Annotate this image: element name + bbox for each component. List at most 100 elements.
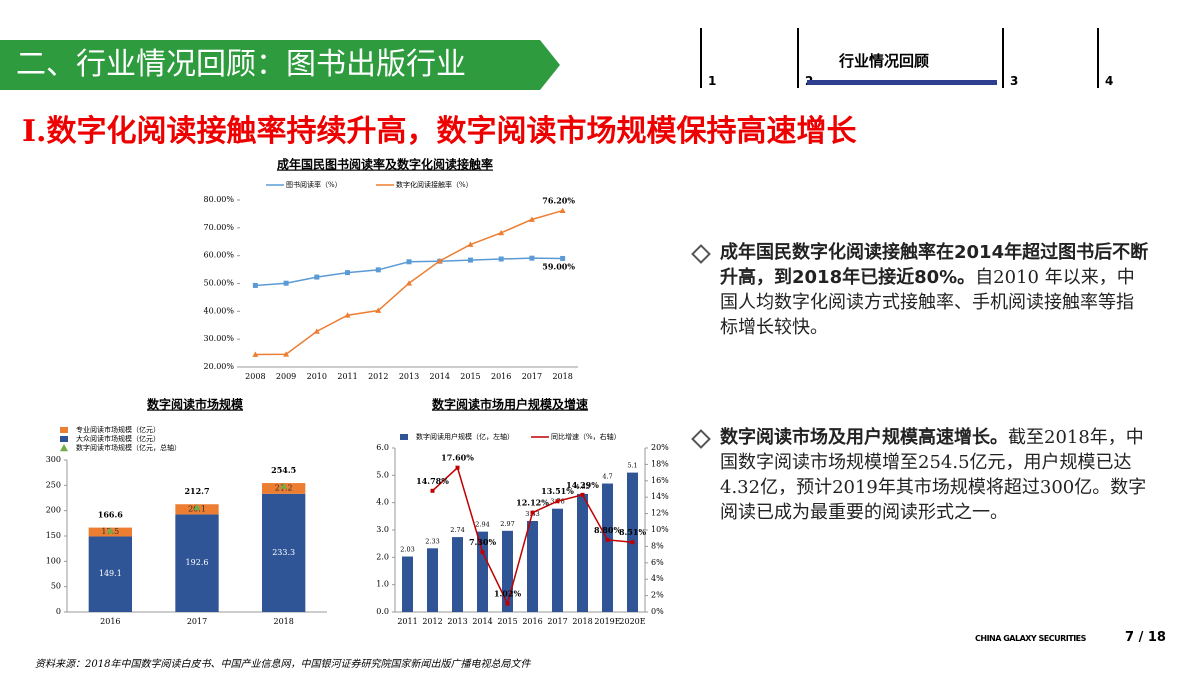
legend-label: 数字阅读用户规模（亿，左轴） (416, 432, 514, 441)
x-tick-label: 2017 (547, 617, 567, 626)
x-tick-label: 2020E (619, 617, 645, 626)
nav-label[interactable]: 4 (1105, 74, 1114, 88)
y-tick-label: 5.0 (376, 470, 389, 479)
x-tick-label: 2016 (522, 617, 542, 626)
total-marker (280, 482, 288, 489)
bullet-bold: 成年国民数字化阅读接触率在2014年超过图书后不断升高，到2018年已接近80%… (720, 242, 1149, 288)
bullet: 数字阅读市场及用户规模高速增长。截至2018年，中国数字阅读市场规模增至254.… (690, 425, 1150, 525)
point (467, 257, 473, 263)
y-tick-label: 2.0 (376, 552, 389, 561)
x-tick-label: 2012 (368, 372, 388, 381)
legend-label: 图书阅读率（%） (286, 180, 342, 189)
x-tick-label: 2011 (397, 617, 417, 626)
point (283, 351, 290, 357)
data-label: 14.29% (566, 480, 599, 490)
x-tick-label: 2016 (100, 617, 120, 626)
bar (577, 493, 588, 612)
x-tick-label: 2017 (522, 372, 542, 381)
y-tick-label: 6.0 (376, 443, 389, 452)
bullet-bold: 数字阅读市场及用户规模高速增长。 (720, 427, 1008, 448)
y-tick-label: 0.0 (376, 607, 389, 616)
x-tick-label: 2015 (460, 372, 480, 381)
legend-label: 大众阅读市场规模（亿元） (76, 434, 160, 443)
data-label: 14.78% (416, 476, 449, 486)
bar (502, 530, 513, 612)
point (436, 257, 443, 264)
bar (427, 548, 438, 612)
data-label: 254.5 (271, 465, 296, 475)
legend-swatch (60, 427, 68, 433)
y2-tick-label: 8% (651, 541, 664, 550)
bar (452, 537, 463, 612)
point (283, 280, 289, 286)
x-tick-label: 2015 (497, 617, 517, 626)
y-tick-label: 40.00% (203, 306, 234, 315)
point (430, 488, 435, 493)
y-tick-label: 300 (46, 455, 61, 464)
nav-tab[interactable]: 2 行业情况回顾 (797, 28, 1002, 88)
legend-swatch (400, 434, 408, 440)
y-tick-label: 200 (46, 506, 61, 515)
y-tick-label: 0 (56, 607, 61, 616)
x-tick-label: 2018 (572, 617, 592, 626)
legend-swatch (60, 436, 68, 442)
x-tick-label: 2018 (273, 617, 293, 626)
nav-label[interactable]: 1 (708, 74, 717, 88)
nav-current[interactable]: 行业情况回顾 (839, 52, 930, 70)
bar-segment (175, 514, 219, 612)
bar (552, 508, 563, 612)
point (529, 255, 535, 261)
chart-title: 数字阅读市场用户规模及增速 (432, 397, 588, 412)
x-tick-label: 2019E (594, 617, 620, 626)
data-label: 212.7 (184, 486, 209, 496)
total-marker (193, 503, 201, 511)
y2-tick-label: 10% (651, 525, 669, 534)
data-label: 192.6 (186, 558, 209, 567)
data-label: 8.80% (594, 525, 621, 535)
x-tick-label: 2010 (307, 372, 327, 381)
x-tick-label: 2013 (447, 617, 467, 626)
y-tick-label: 150 (46, 531, 61, 540)
point (344, 312, 351, 318)
y2-tick-label: 14% (651, 492, 669, 501)
point (252, 351, 259, 357)
data-label: 2.33 (425, 537, 439, 545)
y2-tick-label: 16% (651, 476, 669, 485)
chart-title: 数字阅读市场规模 (147, 397, 244, 412)
x-tick-label: 2014 (430, 372, 450, 381)
point (467, 241, 474, 247)
nav-label[interactable]: 3 (1010, 74, 1019, 88)
y2-tick-label: 4% (651, 574, 664, 583)
point (345, 270, 351, 276)
data-label: 166.6 (98, 510, 123, 520)
point (406, 259, 412, 265)
bar-segment (88, 536, 132, 612)
nav-tab[interactable]: 1 (700, 28, 797, 88)
total-marker (106, 527, 114, 534)
point (498, 229, 505, 236)
point (605, 537, 610, 542)
legend-swatch (60, 444, 68, 452)
bar (477, 531, 488, 612)
y2-tick-label: 6% (651, 558, 664, 567)
nav-indicator (807, 80, 997, 85)
bar (402, 556, 413, 612)
point (375, 267, 381, 273)
point (530, 510, 535, 515)
y-tick-label: 1.0 (376, 580, 389, 589)
point (375, 307, 382, 313)
y2-tick-label: 20% (651, 443, 669, 452)
y-tick-label: 250 (46, 480, 61, 489)
brand: CHINA GALAXY SECURITIES (975, 634, 1086, 643)
y-tick-label: 100 (46, 556, 61, 565)
point (559, 207, 566, 213)
bullet-text: 自2010 年以来，中国人均数字化阅读方式接触率、手机阅读接触率等指标增长较快。 (720, 267, 1135, 338)
nav-tab[interactable]: 3 (1002, 28, 1097, 88)
y-tick-label: 60.00% (203, 251, 234, 260)
point (252, 282, 258, 288)
y-tick-label: 70.00% (203, 223, 234, 232)
nav-tab[interactable]: 4 (1097, 28, 1159, 88)
x-tick-label: 2013 (399, 372, 419, 381)
data-label: 4.7 (602, 473, 612, 481)
